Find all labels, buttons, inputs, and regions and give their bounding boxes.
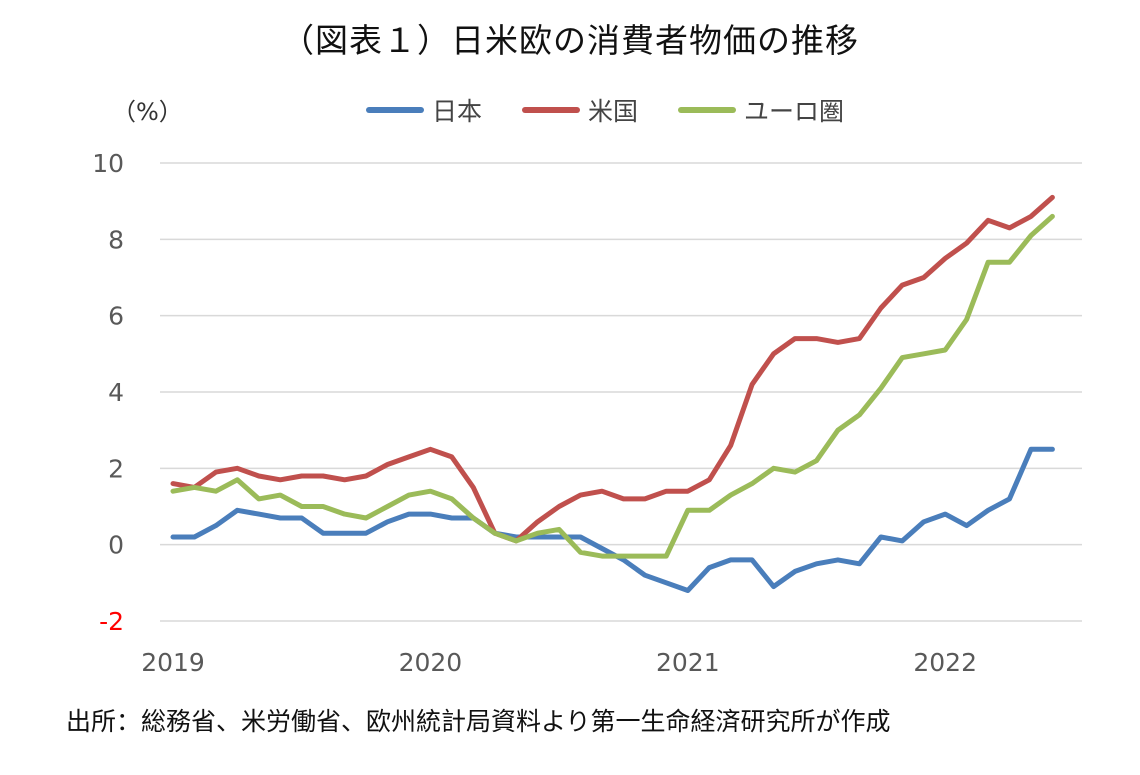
series-line-japan — [170, 446, 1055, 593]
legend: 日本 米国 ユーロ圏 — [366, 92, 884, 128]
y-axis-unit-label: （%） — [112, 98, 183, 126]
legend-label-us: 米国 — [588, 97, 639, 126]
y-tick-label-2: 2 — [108, 454, 124, 483]
legend-swatch-japan — [366, 107, 424, 113]
y-tick-label-10: 10 — [92, 149, 124, 178]
source-note: 出所：総務省、米労働省、欧州統計局資料より第一生命経済研究所が作成 — [66, 707, 891, 736]
legend-label-eurozone: ユーロ圏 — [744, 97, 845, 126]
legend-swatch-us — [522, 107, 581, 113]
y-tick-label-8: 8 — [108, 225, 124, 254]
series-line-us — [170, 194, 1055, 544]
y-tick-label-0: 0 — [108, 531, 124, 560]
x-tick-label-2021: 2021 — [656, 648, 720, 677]
legend-item-japan: 日本 — [366, 92, 482, 128]
x-tick-label-2022: 2022 — [913, 648, 977, 677]
legend-swatch-eurozone — [678, 107, 737, 113]
y-tick-label--2: -2 — [99, 607, 124, 636]
x-tick-label-2020: 2020 — [399, 648, 463, 677]
legend-label-japan: 日本 — [432, 97, 483, 126]
series-line-eurozone — [170, 213, 1055, 559]
legend-item-eurozone: ユーロ圏 — [678, 92, 844, 128]
y-tick-label-6: 6 — [108, 302, 124, 331]
x-tick-label-2019: 2019 — [141, 648, 205, 677]
legend-item-us: 米国 — [522, 92, 638, 128]
y-tick-label-4: 4 — [108, 378, 124, 407]
line-chart: 10 8 6 4 2 0 -2 2019 2020 2021 2022 — [92, 149, 1082, 677]
chart-title: （図表１）日米欧の消費者物価の推移 — [281, 21, 859, 60]
